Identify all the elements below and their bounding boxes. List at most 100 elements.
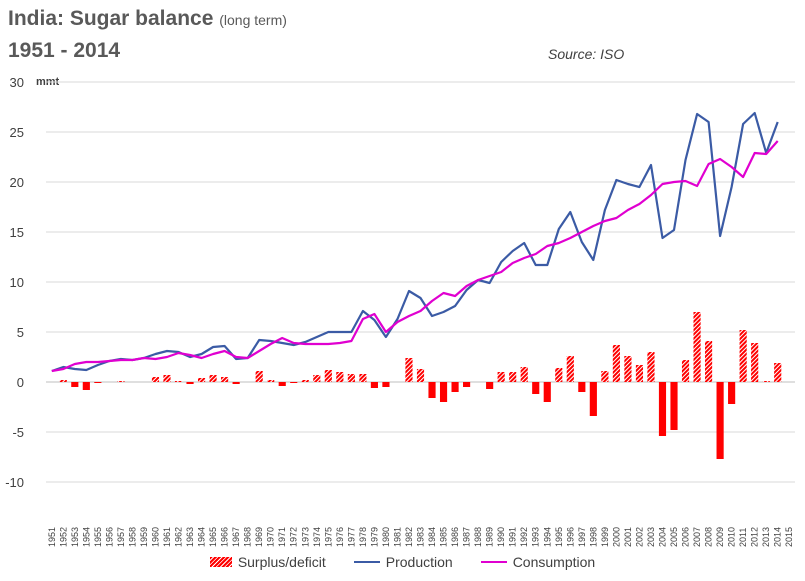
surplus-bar	[486, 382, 494, 389]
x-tick-label: 1963	[185, 527, 195, 547]
x-tick-label: 1972	[289, 527, 299, 547]
x-tick-label: 1982	[404, 527, 414, 547]
x-tick-label: 1959	[139, 527, 149, 547]
surplus-bar	[635, 365, 644, 382]
surplus-bar	[221, 377, 229, 382]
x-tick-label: 2008	[704, 527, 714, 547]
x-tick-label: 1967	[231, 527, 241, 547]
legend-label-consumption: Consumption	[512, 554, 596, 570]
surplus-bar	[71, 382, 79, 387]
surplus-bar	[290, 382, 298, 383]
surplus-bar	[267, 380, 275, 382]
surplus-bar	[313, 375, 321, 382]
x-tick-label: 2006	[681, 527, 691, 547]
x-tick-label: 1955	[93, 527, 103, 547]
x-tick-label: 2002	[634, 527, 644, 547]
chart-title-text: India: Sugar balance	[8, 7, 214, 30]
x-tick-label: 1996	[565, 527, 575, 547]
surplus-bar	[94, 382, 102, 383]
legend-item-consumption: Consumption	[480, 554, 596, 570]
x-tick-label: 1951	[47, 527, 57, 547]
x-tick-label: 1992	[519, 527, 529, 547]
legend-item-surplus: Surplus/deficit	[209, 554, 326, 570]
surplus-bar	[451, 382, 459, 392]
surplus-bar	[509, 372, 517, 382]
production-line	[51, 111, 779, 373]
legend-swatch-production	[353, 561, 380, 563]
surplus-bar	[174, 381, 183, 382]
x-tick-label: 1995	[554, 527, 564, 547]
x-tick-label: 2000	[611, 527, 621, 547]
x-tick-label: 1975	[323, 527, 333, 547]
x-tick-label: 1986	[450, 527, 460, 547]
x-tick-label: 1976	[335, 527, 345, 547]
surplus-bar	[324, 370, 332, 382]
y-tick-label: 20	[10, 175, 24, 190]
surplus-bar	[693, 312, 701, 382]
x-tick-label: 1999	[600, 527, 610, 547]
legend: Surplus/deficit Production Consumption	[0, 554, 805, 570]
x-tick-label: 1974	[312, 527, 322, 547]
x-tick-label: 2003	[646, 527, 656, 547]
x-tick-label: 1993	[531, 527, 541, 547]
x-tick-label: 1953	[70, 527, 80, 547]
legend-swatch-surplus	[209, 557, 232, 567]
y-tick-label: -5	[12, 425, 24, 440]
chart-subtitle: 1951 - 2014	[8, 39, 121, 62]
x-tick-label: 1991	[508, 527, 518, 547]
x-tick-label: 1969	[254, 527, 264, 547]
x-tick-label: 2011	[738, 528, 748, 547]
surplus-bar	[405, 358, 413, 382]
legend-item-production: Production	[353, 554, 453, 570]
surplus-bar	[762, 381, 770, 382]
surplus-bar	[186, 382, 194, 384]
x-tick-label: 2007	[692, 527, 702, 547]
surplus-bars	[59, 312, 782, 459]
x-tick-label: 1988	[473, 527, 483, 547]
surplus-bar	[774, 363, 782, 382]
surplus-bar	[739, 330, 747, 382]
surplus-bar	[601, 371, 609, 382]
x-tick-label: 1979	[369, 527, 379, 547]
y-tick-label: 25	[10, 125, 24, 140]
y-tick-label: -10	[5, 475, 24, 490]
x-tick-label: 1997	[577, 527, 587, 547]
lines	[51, 111, 779, 373]
x-tick-label: 1981	[392, 527, 402, 547]
x-tick-label: 1990	[496, 527, 506, 547]
surplus-bar	[232, 382, 240, 384]
x-tick-label: 1961	[162, 527, 172, 547]
surplus-bar	[658, 382, 667, 436]
x-tick-label: 2005	[669, 527, 679, 547]
surplus-bar	[520, 367, 528, 382]
x-tick-label: 1957	[116, 527, 126, 547]
x-tick-label: 2010	[727, 527, 737, 547]
surplus-bar	[670, 382, 678, 430]
x-tick-label: 1960	[150, 527, 160, 547]
surplus-bar	[681, 360, 690, 382]
surplus-bar	[705, 341, 713, 382]
x-tick-label: 2012	[750, 527, 760, 547]
surplus-bar	[612, 345, 620, 382]
x-tick-label: 1983	[416, 527, 426, 547]
surplus-bar	[566, 356, 574, 382]
surplus-bar	[543, 382, 551, 402]
surplus-bar	[359, 374, 367, 382]
surplus-bar	[728, 382, 736, 404]
gridlines	[46, 81, 795, 483]
x-tick-label: 1980	[381, 527, 391, 547]
surplus-bar	[416, 369, 425, 382]
x-tick-label: 1994	[542, 527, 552, 547]
x-axis-ticks: 1951 1952 1953 1954 1955 1956 1957 1958 1959 1960…	[47, 527, 794, 547]
surplus-bar	[117, 381, 125, 382]
surplus-bar	[439, 382, 448, 402]
x-tick-label: 1956	[104, 527, 114, 547]
surplus-bar	[532, 382, 540, 394]
x-tick-label: 2009	[715, 527, 725, 547]
surplus-bar	[497, 372, 505, 382]
x-tick-label: 1989	[485, 527, 495, 547]
title-block: India: Sugar balance (long term) 1951 - …	[8, 6, 287, 64]
x-tick-label: 2013	[761, 527, 771, 547]
x-tick-label: 1977	[346, 527, 356, 547]
chart-title: India: Sugar balance (long term)	[8, 6, 287, 33]
